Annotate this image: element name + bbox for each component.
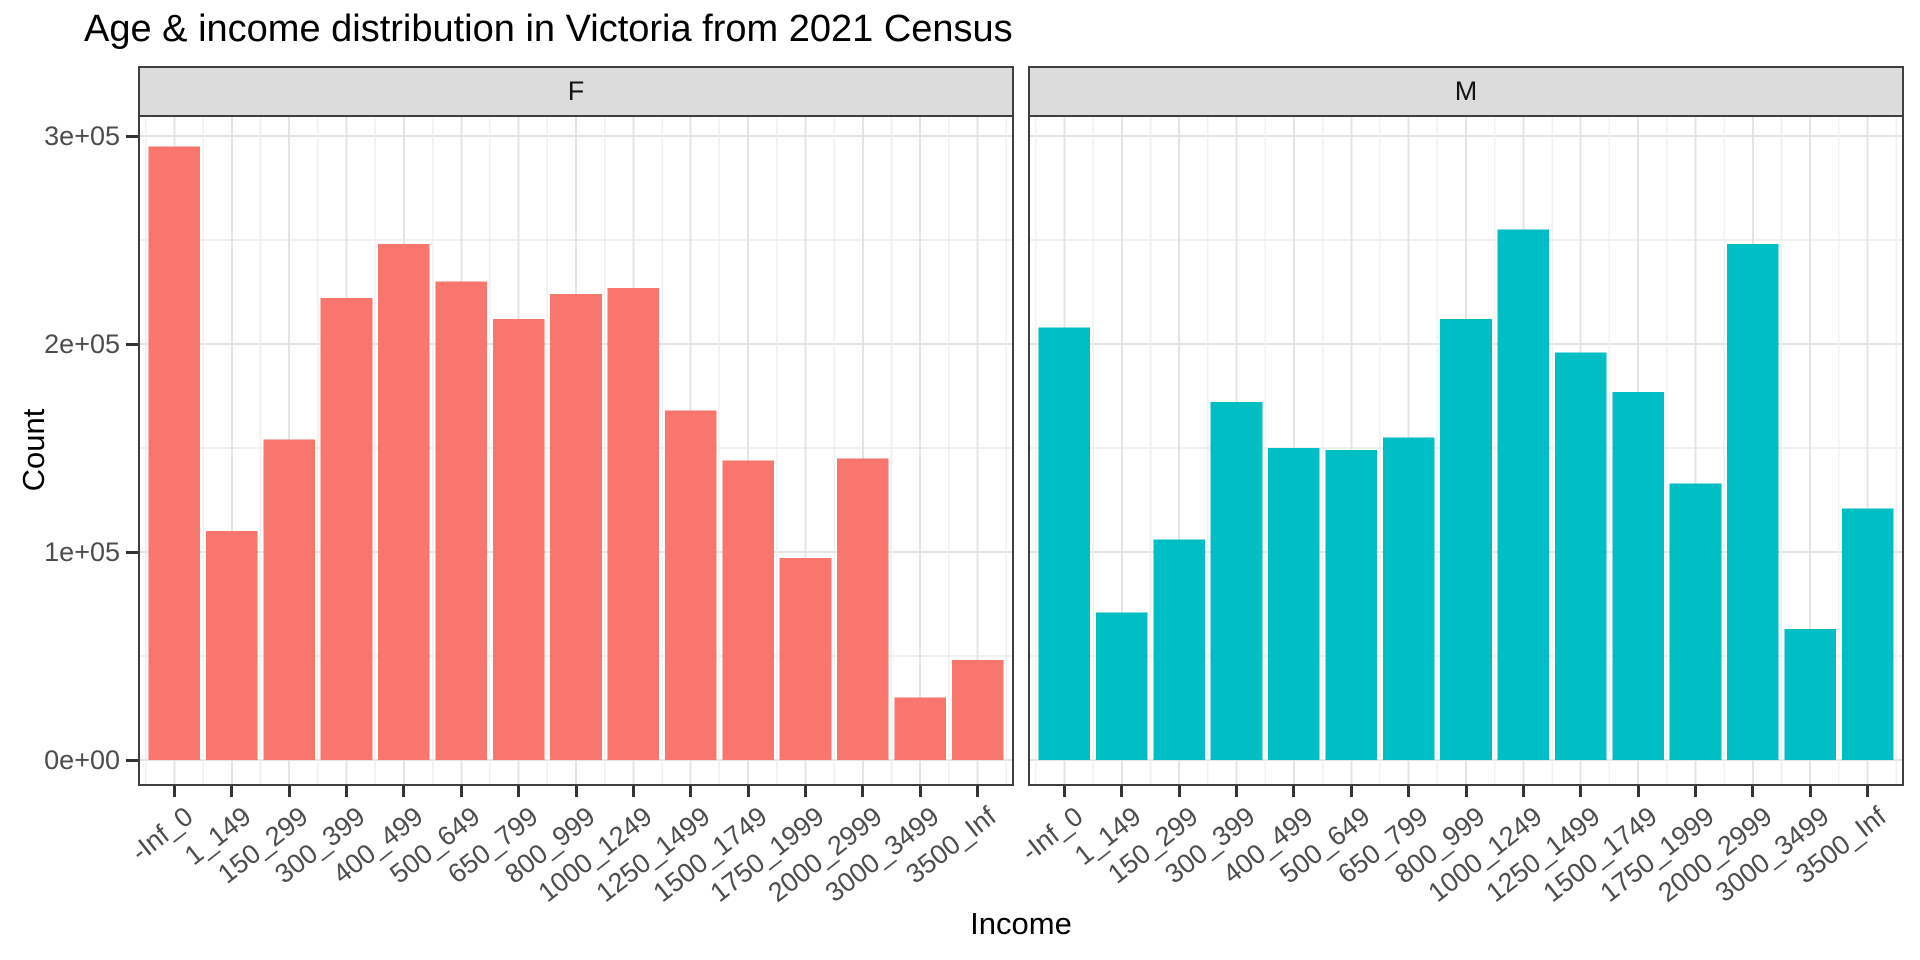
bar-F-1000_1249	[607, 287, 660, 760]
x-tick-mark	[1521, 786, 1525, 797]
bar-M-300_399	[1210, 402, 1263, 760]
bar-M-1_149	[1095, 612, 1148, 760]
bar-F-650_799	[492, 319, 545, 760]
x-tick-mark	[1235, 786, 1239, 797]
bar-M-650_799	[1382, 437, 1435, 760]
x-tick-mark	[1120, 786, 1124, 797]
y-tick-mark	[126, 342, 138, 346]
bar-F-1_149	[205, 531, 258, 760]
x-tick-mark	[1751, 786, 1755, 797]
panel-F	[138, 115, 1014, 786]
x-tick-mark	[287, 786, 291, 797]
y-tick-mark	[126, 134, 138, 138]
x-tick-mark	[459, 786, 463, 797]
x-tick-mark	[1579, 786, 1583, 797]
bar-F-1250_1499	[664, 410, 717, 760]
y-tick-label-0e+00: 0e+00	[44, 745, 120, 775]
bar-M-3500_Inf	[1841, 508, 1894, 760]
x-tick-mark	[689, 786, 693, 797]
bar-M-800_999	[1440, 319, 1492, 760]
panel-canvas-F	[140, 117, 1012, 784]
y-tick-label-1e+05: 1e+05	[44, 537, 120, 567]
bar-F-800_999	[550, 294, 602, 760]
x-tick-mark	[1866, 786, 1870, 797]
x-tick-mark	[1062, 786, 1066, 797]
x-tick-mark	[1407, 786, 1411, 797]
y-tick-label-3e+05: 3e+05	[44, 121, 120, 151]
bar-F-2000_2999	[837, 458, 889, 760]
x-tick-mark	[631, 786, 635, 797]
y-tick-label-2e+05: 2e+05	[44, 329, 120, 359]
panel-canvas-M	[1030, 117, 1902, 784]
panel-M	[1028, 115, 1904, 786]
bar-F-500_649	[435, 281, 488, 760]
bar-M-1750_1999	[1669, 483, 1722, 760]
bar-F-150_299	[263, 439, 315, 760]
bar-F-3500_Inf	[951, 660, 1004, 760]
bar-M-3000_3499	[1784, 628, 1837, 760]
bar-M--Inf_0	[1038, 327, 1091, 760]
x-tick-mark	[402, 786, 406, 797]
bar-M-1500_1749	[1612, 391, 1664, 760]
x-tick-mark	[1177, 786, 1181, 797]
x-tick-mark	[803, 786, 807, 797]
x-tick-mark	[918, 786, 922, 797]
x-tick-mark	[1693, 786, 1697, 797]
x-tick-mark	[861, 786, 865, 797]
bar-M-400_499	[1268, 448, 1320, 760]
x-tick-mark	[1636, 786, 1640, 797]
facet-strip-M: M	[1028, 66, 1904, 117]
bar-M-150_299	[1153, 539, 1205, 760]
y-tick-mark	[126, 550, 138, 554]
x-tick-mark	[1464, 786, 1468, 797]
x-tick-mark	[1808, 786, 1812, 797]
x-tick-mark	[172, 786, 176, 797]
x-tick-mark	[345, 786, 349, 797]
x-tick-mark	[746, 786, 750, 797]
x-tick-mark	[1349, 786, 1353, 797]
x-tick-mark	[230, 786, 234, 797]
y-tick-mark	[126, 758, 138, 762]
bar-F-400_499	[378, 244, 430, 760]
bar-M-500_649	[1325, 450, 1378, 760]
bar-M-2000_2999	[1727, 244, 1779, 760]
chart-title: Age & income distribution in Victoria fr…	[84, 8, 1013, 50]
x-tick-mark	[1292, 786, 1296, 797]
bar-F--Inf_0	[148, 146, 201, 760]
y-axis-title: Count	[16, 408, 51, 492]
x-tick-mark	[976, 786, 980, 797]
bar-F-300_399	[320, 298, 373, 760]
bar-F-1750_1999	[779, 558, 832, 760]
x-tick-mark	[517, 786, 521, 797]
bar-F-3000_3499	[894, 697, 947, 760]
facet-strip-F: F	[138, 66, 1014, 117]
x-tick-mark	[574, 786, 578, 797]
bar-M-1250_1499	[1554, 352, 1607, 760]
bar-M-1000_1249	[1497, 229, 1550, 761]
x-axis-title: Income	[970, 906, 1072, 941]
bar-F-1500_1749	[722, 460, 774, 760]
